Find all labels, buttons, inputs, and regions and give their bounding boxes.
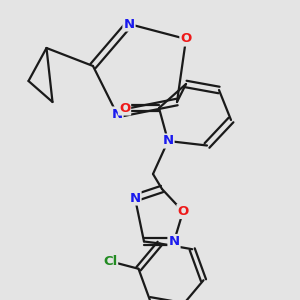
Text: N: N	[168, 235, 180, 248]
Text: O: O	[119, 101, 130, 115]
Text: N: N	[129, 191, 141, 205]
Text: Cl: Cl	[103, 255, 117, 268]
Text: O: O	[180, 32, 192, 46]
Text: O: O	[177, 205, 189, 218]
Text: N: N	[162, 134, 174, 148]
Text: N: N	[123, 17, 135, 31]
Text: N: N	[111, 107, 123, 121]
